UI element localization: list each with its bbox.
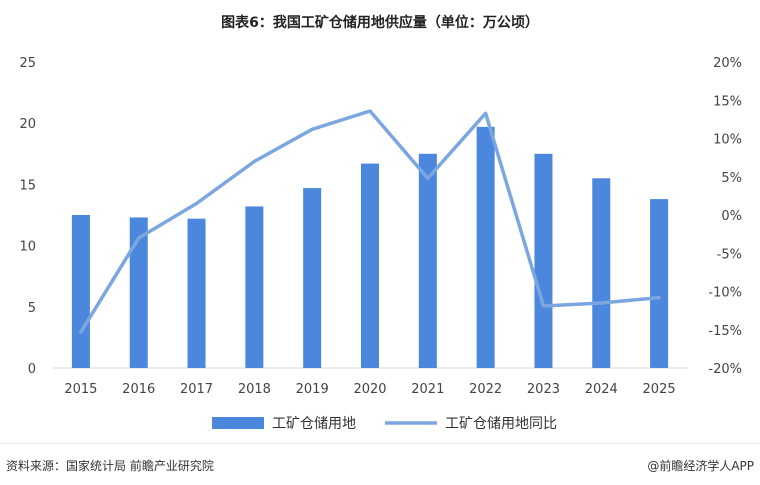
- y-right-tick-label: 0%: [721, 209, 742, 224]
- y-left-tick-label: 15: [19, 178, 36, 193]
- bar-2020: [361, 163, 379, 368]
- legend-line-label: 工矿仓储用地同比: [445, 416, 557, 432]
- x-tick-label: 2022: [469, 382, 502, 397]
- x-tick-label: 2017: [180, 382, 213, 397]
- x-tick-label: 2023: [527, 382, 560, 397]
- bar-2021: [418, 153, 437, 368]
- bar-series: [71, 126, 669, 368]
- y-right-tick-label: 5%: [721, 171, 742, 186]
- x-tick-label: 2018: [238, 382, 271, 397]
- y-left-tick-label: 0: [28, 362, 36, 377]
- y-right-tick-label: -15%: [708, 324, 742, 339]
- chart-title: 图表6：我国工矿仓储用地供应量（单位：万公顷）: [221, 15, 539, 31]
- tick-labels: 0510152025-20%-15%-10%-5%0%5%10%15%20%20…: [19, 56, 742, 397]
- legend-bar-label: 工矿仓储用地: [272, 416, 356, 432]
- legend: 工矿仓储用地 工矿仓储用地同比: [212, 416, 557, 432]
- bar-2024: [592, 178, 611, 368]
- brand-label: @前瞻经济学人APP: [647, 459, 754, 473]
- y-right-tick-label: -10%: [708, 286, 742, 301]
- y-left-tick-label: 5: [28, 301, 36, 316]
- y-left-tick-label: 25: [19, 56, 36, 71]
- x-tick-label: 2016: [122, 382, 155, 397]
- bar-2015: [71, 215, 90, 368]
- bar-2023: [534, 153, 553, 368]
- y-left-tick-label: 10: [19, 240, 36, 255]
- x-tick-label: 2024: [585, 382, 618, 397]
- y-right-tick-label: 20%: [713, 56, 742, 71]
- bar-2018: [245, 206, 264, 368]
- bar-2017: [187, 218, 206, 368]
- x-tick-label: 2021: [411, 382, 444, 397]
- footer-divider: [0, 443, 760, 444]
- bar-2022: [476, 126, 495, 368]
- bar-2019: [303, 188, 322, 368]
- y-right-tick-label: -5%: [717, 247, 742, 262]
- source-note: 资料来源：国家统计局 前瞻产业研究院: [6, 459, 214, 473]
- x-tick-label: 2020: [353, 382, 386, 397]
- y-right-tick-label: 15%: [713, 94, 742, 109]
- bar-2016: [129, 217, 148, 368]
- legend-bar-swatch: [212, 417, 264, 429]
- y-right-tick-label: 10%: [713, 133, 742, 148]
- bar-2025: [650, 199, 669, 368]
- x-tick-label: 2019: [296, 382, 329, 397]
- x-tick-label: 2015: [64, 382, 97, 397]
- x-tick-label: 2025: [643, 382, 676, 397]
- y-right-tick-label: -20%: [708, 362, 742, 377]
- y-left-tick-label: 20: [19, 117, 36, 132]
- line-series: [79, 109, 661, 334]
